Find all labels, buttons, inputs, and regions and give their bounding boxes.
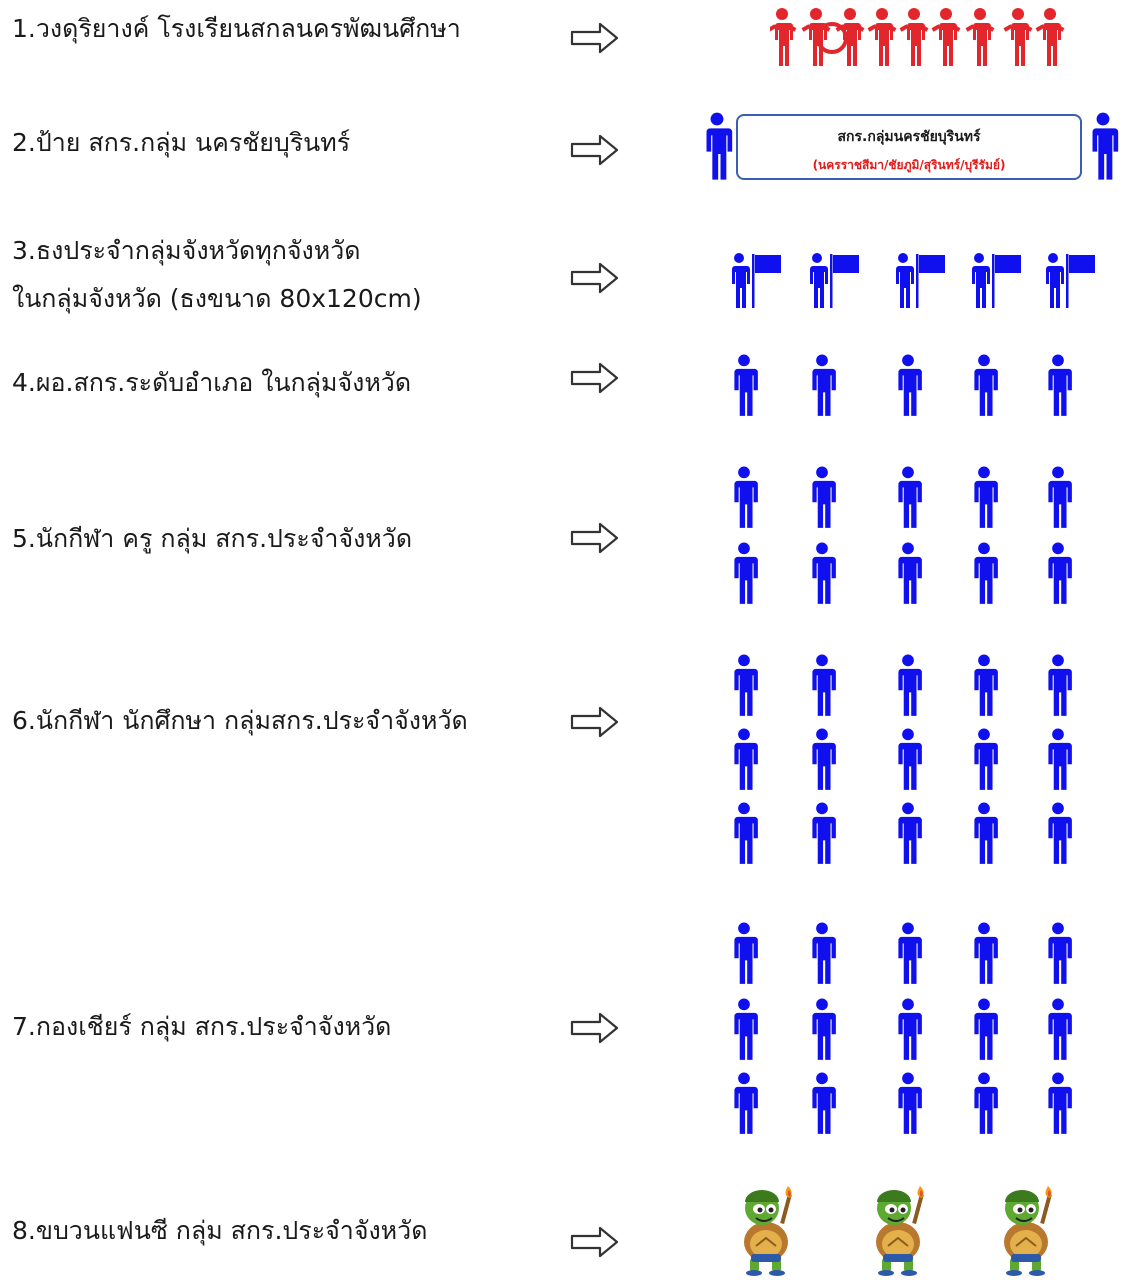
flag-bearer-icon [728, 250, 784, 314]
flag-bearer-icon [1042, 250, 1098, 314]
person-icon [892, 466, 924, 534]
person-icon [968, 802, 1000, 870]
person-icon [968, 354, 1000, 422]
person-icon [892, 998, 924, 1066]
person-icon [1042, 728, 1074, 796]
person-icon [1042, 998, 1074, 1066]
flag-bearer-icon [806, 250, 862, 314]
person-icon [698, 112, 736, 186]
person-icon [892, 354, 924, 422]
person-icon [806, 1072, 838, 1140]
person-icon [1042, 1072, 1074, 1140]
marching-band-icon [767, 6, 1070, 76]
person-icon [728, 728, 760, 796]
person-icon [968, 542, 1000, 610]
person-icon [806, 466, 838, 534]
right-arrow-icon [570, 362, 620, 394]
person-icon [1042, 354, 1074, 422]
person-icon [1042, 802, 1074, 870]
person-icon [806, 654, 838, 722]
right-arrow-icon [570, 1012, 620, 1044]
person-icon [728, 466, 760, 534]
right-arrow-icon [570, 1226, 620, 1258]
person-icon [968, 466, 1000, 534]
person-icon [806, 922, 838, 990]
person-icon [806, 998, 838, 1066]
person-icon [806, 802, 838, 870]
flag-bearer-icon [892, 250, 948, 314]
person-icon [728, 354, 760, 422]
right-arrow-icon [570, 22, 620, 54]
right-arrow-icon [570, 522, 620, 554]
person-icon [892, 922, 924, 990]
right-arrow-icon [570, 706, 620, 738]
item-2-label: 2.ป้าย สกร.กลุ่ม นครชัยบุรินทร์ [12, 128, 351, 157]
person-icon [1042, 654, 1074, 722]
person-icon [806, 354, 838, 422]
person-icon [968, 1072, 1000, 1140]
turtle-mascot-icon [858, 1184, 940, 1280]
person-icon [1042, 922, 1074, 990]
person-icon [968, 654, 1000, 722]
item-4-label: 4.ผอ.สกร.ระดับอำเภอ ในกลุ่มจังหวัด [12, 368, 412, 397]
sign-title: สกร.กลุ่มนครชัยบุรินทร์ [837, 129, 981, 145]
item-7-label: 7.กองเชียร์ กลุ่ม สกร.ประจำจังหวัด [12, 1012, 392, 1041]
person-icon [892, 542, 924, 610]
person-icon [1042, 542, 1074, 610]
sign-subtitle: (นครราชสีมา/ชัยภูมิ/สุรินทร์/บุรีรัมย์) [812, 158, 1006, 172]
item-6-label: 6.นักกีฬา นักศึกษา กลุ่มสกร.ประจำจังหวัด [12, 706, 468, 735]
turtle-mascot-icon [986, 1184, 1068, 1280]
item-1-label: 1.วงดุริยางค์ โรงเรียนสกลนครพัฒนศึกษา [12, 14, 461, 43]
person-icon [1084, 112, 1122, 186]
turtle-mascot-icon [726, 1184, 808, 1280]
person-icon [728, 654, 760, 722]
person-icon [728, 542, 760, 610]
right-arrow-icon [570, 262, 620, 294]
flag-bearer-icon [968, 250, 1024, 314]
group-sign-banner: สกร.กลุ่มนครชัยบุรินทร์ (นครราชสีมา/ชัยภ… [736, 114, 1082, 180]
item-5-label: 5.นักกีฬา ครู กลุ่ม สกร.ประจำจังหวัด [12, 524, 413, 553]
right-arrow-icon [570, 134, 620, 166]
person-icon [892, 802, 924, 870]
person-icon [806, 542, 838, 610]
person-icon [968, 998, 1000, 1066]
person-icon [728, 922, 760, 990]
person-icon [728, 998, 760, 1066]
person-icon [1042, 466, 1074, 534]
person-icon [728, 1072, 760, 1140]
person-icon [968, 728, 1000, 796]
person-icon [892, 654, 924, 722]
person-icon [892, 1072, 924, 1140]
item-8-label: 8.ขบวนแฟนซี กลุ่ม สกร.ประจำจังหวัด [12, 1216, 428, 1245]
item-3-label: 3.ธงประจำกลุ่มจังหวัดทุกจังหวัด [12, 236, 361, 265]
person-icon [892, 728, 924, 796]
item-3-label-line2: ในกลุ่มจังหวัด (ธงขนาด 80x120cm) [12, 284, 422, 313]
person-icon [806, 728, 838, 796]
person-icon [728, 802, 760, 870]
person-icon [968, 922, 1000, 990]
